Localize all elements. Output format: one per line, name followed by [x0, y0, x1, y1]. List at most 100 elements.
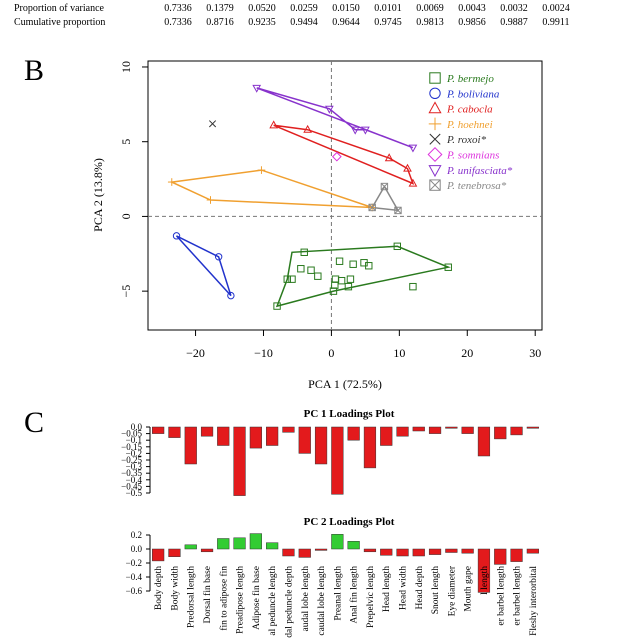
- point-bermejo: [335, 257, 344, 265]
- x-tick-label: 10: [393, 346, 405, 360]
- loading-bar: [314, 548, 328, 551]
- x-tick-label: 20: [461, 346, 473, 360]
- x-axis-label: PCA 1 (72.5%): [308, 377, 382, 391]
- legend-marker-bermejo: [429, 72, 441, 84]
- y-tick-label: −0.5: [126, 488, 143, 498]
- hull-hoehnei: [169, 169, 373, 209]
- loading-bar: [347, 541, 360, 550]
- category-label: Head depth: [415, 566, 425, 610]
- variance-table: Proportion of variance Cumulative propor…: [14, 3, 570, 28]
- point-hoehnei: [206, 196, 215, 204]
- point-roxoi: [208, 120, 217, 128]
- panel-b-letter: B: [24, 54, 44, 87]
- boxed-x-square: [394, 206, 402, 215]
- loading-bar: [298, 548, 311, 558]
- x-marker-b: [429, 133, 441, 145]
- point-unifasciata: [350, 126, 360, 135]
- point-bermejo: [365, 262, 373, 270]
- point-bermejo: [337, 276, 346, 285]
- triangle-down-marker: [350, 126, 360, 135]
- loading-bar: [494, 548, 507, 565]
- y-tick-label: −5: [119, 285, 133, 298]
- point-cabocla: [408, 178, 418, 187]
- point-bermejo: [344, 282, 353, 291]
- point-unifasciata: [252, 84, 262, 93]
- category-label: Predorsal length: [187, 566, 197, 628]
- category-label: fin to adipose fin: [218, 566, 229, 631]
- loading-bar: [363, 548, 377, 553]
- triangle-down-marker: [408, 144, 418, 153]
- legend: P. bermejo P. boliviana P. cabocla P. hoehn…: [427, 72, 513, 192]
- table-cell: 0.9856: [458, 17, 486, 28]
- legend-label-cabocla: P. cabocla: [446, 104, 493, 116]
- category-label: Body depth: [154, 566, 164, 610]
- point-bermejo: [283, 275, 291, 283]
- point-cabocla: [269, 120, 279, 129]
- point-cabocla: [403, 163, 412, 172]
- legend-label-roxoi: P. roxoi*: [446, 134, 487, 146]
- point-bermejo: [314, 272, 322, 280]
- table-cell: 0.9494: [290, 17, 318, 28]
- y-tick-label: −0.45: [121, 481, 142, 491]
- loading-bar: [298, 426, 311, 454]
- y-tick-label: −0.05: [121, 429, 142, 439]
- square-marker: [409, 282, 417, 291]
- triangle-up-marker: [403, 163, 412, 172]
- loading-bar: [412, 426, 425, 432]
- boxed-x-square: [380, 182, 389, 191]
- loading-bar: [510, 426, 523, 436]
- y-tick-label: −0.1: [126, 435, 142, 445]
- legend-marker-roxoi: [429, 133, 441, 145]
- y-tick-label: 10: [119, 61, 133, 73]
- loading-bar: [217, 538, 230, 550]
- circle-marker: [214, 253, 223, 261]
- loading-bar: [152, 426, 165, 434]
- square-marker: [393, 242, 402, 251]
- boxed-x-square: [368, 203, 376, 212]
- loading-bar: [428, 548, 442, 555]
- table-cell: 0.8716: [206, 17, 234, 28]
- category-label: Preadipose length: [236, 566, 246, 634]
- y-tick-label: −0.4: [126, 475, 143, 485]
- point-hoehnei: [167, 178, 176, 186]
- y-tick-label: −0.35: [121, 468, 142, 478]
- hull-bermejo: [275, 245, 451, 308]
- y-tick-label: −0.2: [126, 558, 142, 568]
- point-tenebrosa: [368, 203, 376, 212]
- table-cell: 0.0520: [248, 3, 276, 14]
- triangle-up-marker: [384, 153, 394, 162]
- category-label: al peduncle length: [268, 566, 278, 636]
- loading-bar: [168, 548, 181, 557]
- y-tick-label: −0.3: [126, 462, 143, 472]
- point-hoehnei: [257, 166, 266, 174]
- square-marker: [273, 302, 281, 310]
- square-marker: [344, 282, 353, 291]
- point-unifasciata: [408, 144, 418, 153]
- square-marker: [297, 265, 305, 273]
- loading-bar: [428, 426, 442, 434]
- boxed-x-line-b: [394, 206, 402, 214]
- loading-bar: [396, 426, 409, 437]
- table-cell: 0.0069: [416, 3, 444, 14]
- x-marker-b: [208, 120, 217, 128]
- category-label: Head length: [382, 566, 392, 612]
- boxed-x-line-b: [368, 203, 376, 212]
- variance-row-label: Proportion of variance: [14, 3, 105, 14]
- square-marker: [288, 275, 296, 283]
- hull-cabocla: [273, 124, 415, 185]
- legend-label-bermejo: P. bermejo: [446, 73, 494, 85]
- loading-bar: [233, 537, 246, 550]
- boxed-x-square: [429, 179, 441, 191]
- point-tenebrosa: [394, 206, 402, 215]
- square-marker: [331, 275, 340, 283]
- loading-bar: [184, 426, 197, 465]
- legend-marker-hoehnei: [428, 117, 442, 131]
- point-bermejo: [346, 275, 355, 283]
- point-bermejo: [273, 302, 281, 310]
- point-cabocla: [303, 124, 313, 133]
- y-tick-label: 0.0: [131, 422, 143, 432]
- category-label: Dorsal fin base: [202, 566, 213, 624]
- legend-label-boliviana: P. boliviana: [446, 88, 500, 100]
- table-cell: 0.0101: [374, 3, 402, 14]
- point-bermejo: [444, 263, 452, 271]
